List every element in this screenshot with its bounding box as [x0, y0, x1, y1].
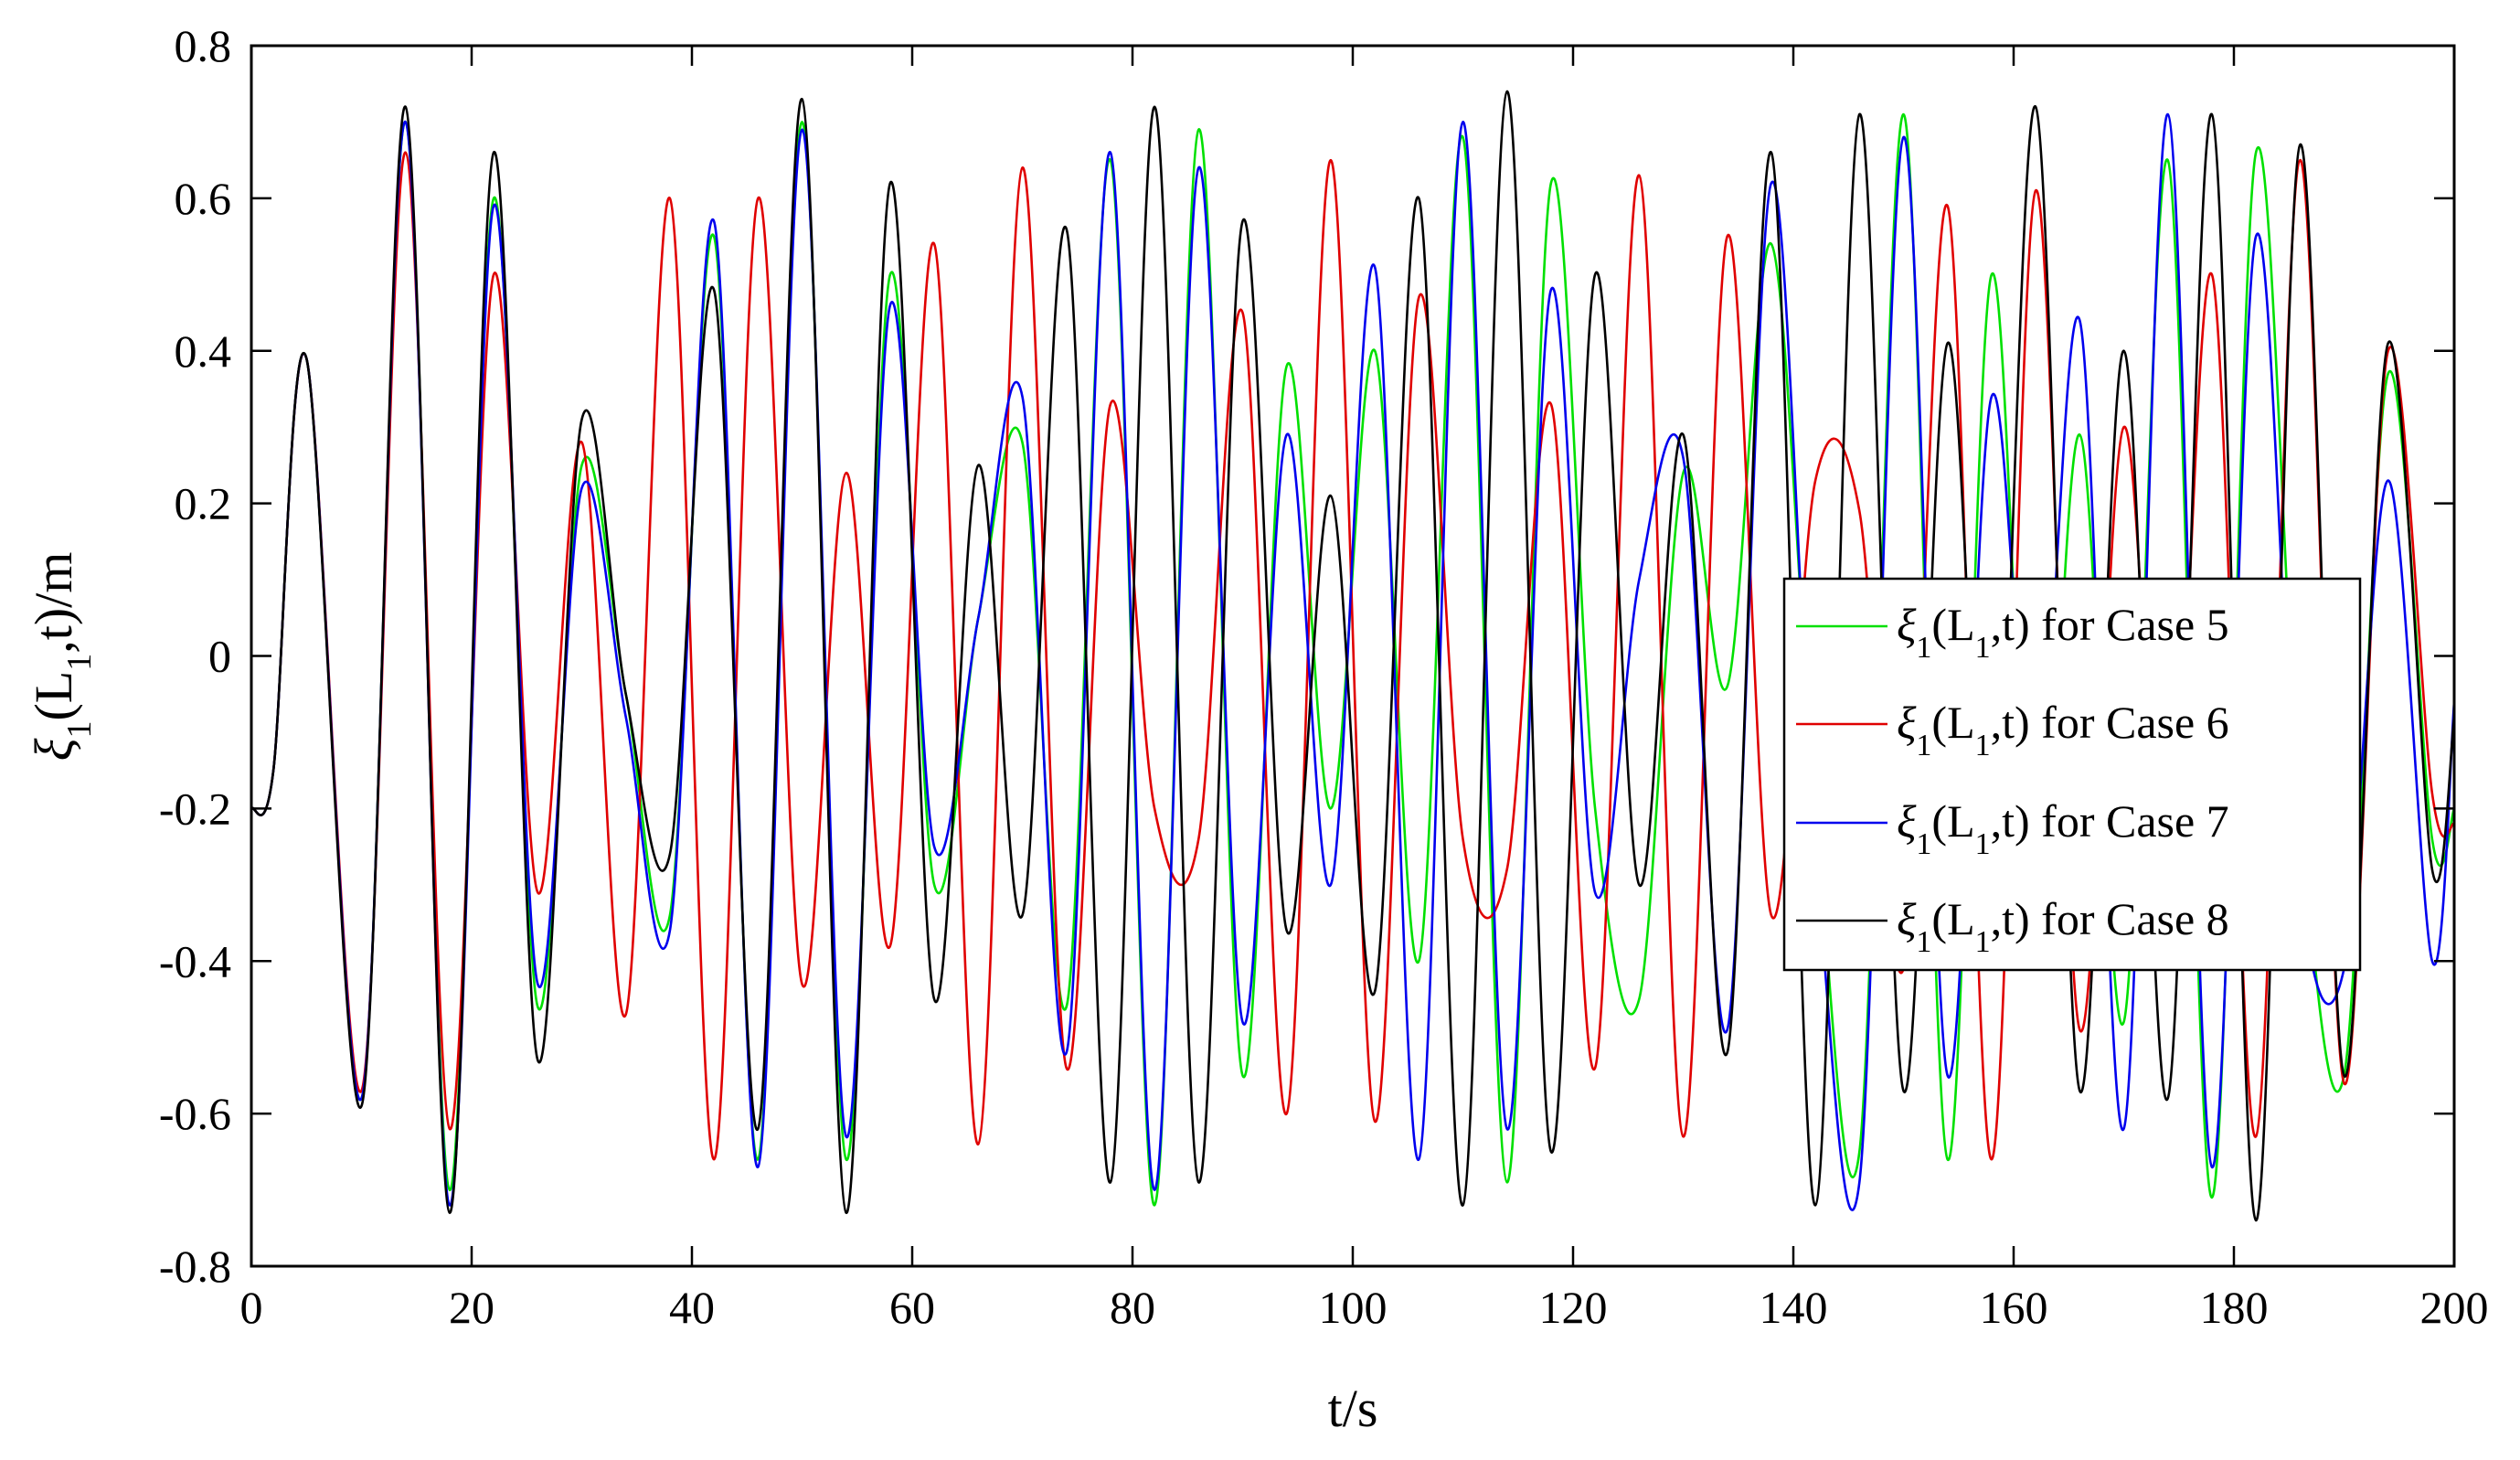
x-tick-label: 20	[449, 1282, 494, 1333]
tick-labels-layer: 0 20 40 60 80 100 120 140 160 180 200 -0.8 -0.6 -0.4 -…	[159, 20, 2489, 1333]
x-tick-label: 80	[1110, 1282, 1155, 1333]
y-tick-label: 0.4	[175, 325, 232, 377]
x-tick-label: 60	[889, 1282, 935, 1333]
legend-item: ξ1(L1,t) for Case 5	[1796, 599, 2229, 665]
y-tick-label: 0.2	[175, 478, 232, 529]
x-tick-label: 100	[1319, 1282, 1388, 1333]
y-axis-title-symbol: ξ	[24, 738, 83, 761]
legend-label: ξ1(L1,t) for Case 8	[1897, 893, 2229, 959]
y-tick-label: -0.4	[159, 935, 231, 986]
y-tick-label: 0	[208, 631, 231, 682]
legend-box	[1782, 577, 2362, 972]
legend-items: ξ1(L1,t) for Case 5 ξ1(L1,t) for Case 6 …	[1796, 599, 2229, 959]
x-tick-label: 140	[1760, 1282, 1828, 1333]
y-axis-title-sub2: 1	[60, 654, 99, 671]
legend-label: ξ1(L1,t) for Case 6	[1897, 697, 2229, 762]
y-tick-label: 0.6	[175, 173, 232, 224]
y-tick-label: -0.8	[159, 1241, 231, 1292]
legend-item: ξ1(L1,t) for Case 7	[1796, 795, 2229, 861]
ticks-layer	[250, 44, 2456, 1268]
x-tick-label: 40	[669, 1282, 715, 1333]
y-axis-title-tail: ,t)/m	[24, 552, 83, 654]
series-line	[250, 112, 2456, 1211]
y-axis-title-sub1: 1	[60, 721, 99, 739]
x-tick-label: 160	[1980, 1282, 2048, 1333]
x-axis-title: t/s	[1328, 1379, 1378, 1438]
y-tick-label: 0.8	[175, 20, 232, 71]
y-axis-title: ξ1(L1,t)/m	[24, 552, 99, 762]
x-tick-label: 200	[2420, 1282, 2489, 1333]
legend-label: ξ1(L1,t) for Case 7	[1897, 795, 2229, 861]
series-line	[250, 112, 2456, 1207]
x-tick-label: 0	[240, 1282, 263, 1333]
series-layer	[250, 90, 2456, 1222]
legend-label: ξ1(L1,t) for Case 5	[1897, 599, 2229, 665]
x-tick-label: 120	[1539, 1282, 1608, 1333]
y-tick-label: -0.2	[159, 783, 231, 834]
legend: ξ1(L1,t) for Case 5 ξ1(L1,t) for Case 6 …	[1782, 577, 2362, 972]
legend-item: ξ1(L1,t) for Case 8	[1796, 893, 2229, 959]
y-tick-label: -0.6	[159, 1088, 231, 1139]
legend-item: ξ1(L1,t) for Case 6	[1796, 697, 2229, 762]
y-axis-title-mid: (L	[24, 671, 83, 721]
x-tick-label: 180	[2200, 1282, 2269, 1333]
